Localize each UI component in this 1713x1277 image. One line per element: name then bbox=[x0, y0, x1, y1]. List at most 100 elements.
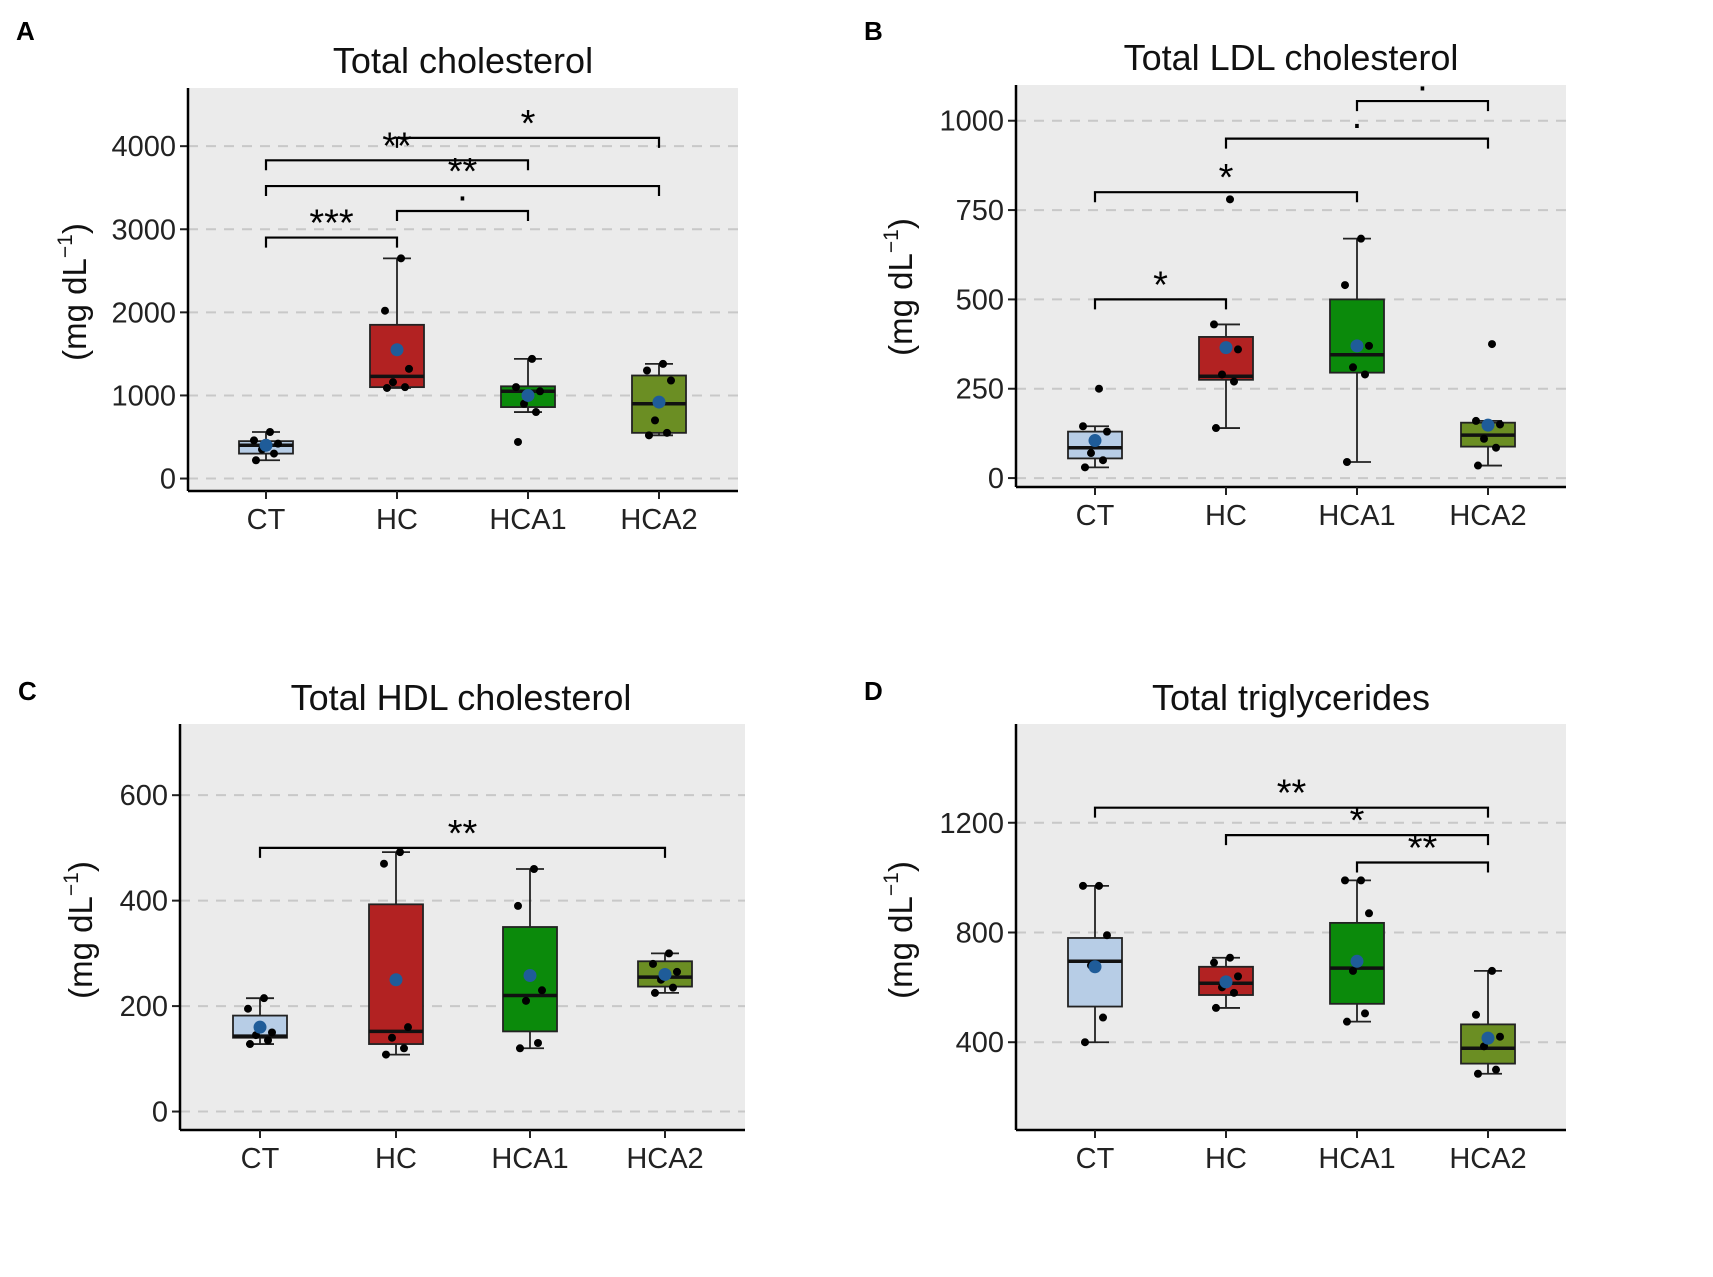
data-point bbox=[530, 865, 538, 873]
data-point bbox=[534, 1039, 542, 1047]
significance-bracket bbox=[264, 236, 399, 248]
significance-label: * bbox=[1350, 800, 1365, 842]
significance-bracket bbox=[1224, 834, 1490, 846]
panel-d-total-triglycerides: D Total triglycerides (mg dL−1) 400 800 12… bbox=[856, 640, 1713, 1277]
data-point bbox=[1361, 370, 1369, 379]
data-point bbox=[1343, 1017, 1351, 1026]
data-point bbox=[383, 383, 391, 392]
data-point bbox=[1210, 320, 1218, 329]
data-point bbox=[532, 408, 540, 417]
significance-bracket bbox=[395, 209, 530, 221]
mean-point bbox=[521, 388, 535, 402]
data-point bbox=[1234, 972, 1242, 981]
significance-label: ** bbox=[1408, 828, 1438, 870]
significance-bracket bbox=[1224, 137, 1490, 149]
data-point bbox=[1472, 1010, 1480, 1019]
chart-total-triglycerides: D Total triglycerides (mg dL−1) 400 800 12… bbox=[864, 676, 1566, 1175]
data-point bbox=[1095, 881, 1103, 890]
mean-point bbox=[658, 967, 672, 981]
data-point bbox=[1365, 909, 1373, 918]
significance-label: · bbox=[1351, 104, 1364, 146]
mean-point bbox=[390, 343, 404, 357]
data-point bbox=[380, 859, 388, 868]
x-tick-label-hca2: HCA2 bbox=[626, 1143, 703, 1175]
chart-total-cholesterol: A Total cholesterol (mg dL−1) 0 1000 2000 3… bbox=[16, 16, 738, 536]
data-point bbox=[1343, 457, 1351, 466]
chart-total-ldl-cholesterol: B Total LDL cholesterol (mg dL−1) 0 250 50… bbox=[864, 16, 1566, 532]
data-point bbox=[1341, 876, 1349, 885]
x-tick-label-hca2: HCA2 bbox=[620, 504, 697, 536]
mean-point bbox=[1088, 434, 1102, 448]
data-point bbox=[1488, 340, 1496, 349]
data-point bbox=[1357, 876, 1365, 885]
data-point bbox=[400, 1044, 408, 1053]
data-point bbox=[382, 1050, 390, 1059]
significance-bracket bbox=[1355, 861, 1490, 873]
y-tick-label: 1000 bbox=[111, 380, 176, 412]
y-tick-label: 500 bbox=[956, 284, 1004, 316]
panel-b-total-ldl-cholesterol: B Total LDL cholesterol (mg dL−1) 0 250 50… bbox=[856, 0, 1713, 640]
data-point bbox=[663, 428, 671, 437]
y-tick-label: 800 bbox=[956, 917, 1004, 949]
mean-point bbox=[1350, 954, 1364, 968]
data-point bbox=[396, 848, 404, 857]
data-point bbox=[266, 428, 274, 437]
y-tick-label: 400 bbox=[956, 1027, 1004, 1059]
data-point bbox=[514, 437, 522, 446]
mean-point bbox=[389, 973, 403, 987]
mean-point bbox=[1219, 341, 1233, 355]
data-point bbox=[268, 1028, 276, 1037]
y-tick-label: 1000 bbox=[939, 106, 1004, 138]
data-point bbox=[665, 949, 673, 958]
mean-point bbox=[1350, 339, 1364, 353]
data-point bbox=[1099, 1013, 1107, 1022]
significance-bracket bbox=[264, 184, 661, 197]
data-point bbox=[1218, 370, 1226, 379]
data-point bbox=[1079, 422, 1087, 431]
chart-title: Total HDL cholesterol bbox=[291, 677, 632, 718]
data-point bbox=[1365, 341, 1373, 350]
data-point bbox=[1349, 363, 1357, 372]
data-point bbox=[514, 901, 522, 910]
data-point bbox=[250, 436, 258, 445]
data-point bbox=[522, 996, 530, 1005]
x-tick-label-hca1: HCA1 bbox=[491, 1143, 568, 1175]
y-tick-label: 0 bbox=[160, 464, 176, 496]
data-point bbox=[1103, 931, 1111, 940]
significance-label: *** bbox=[309, 203, 354, 245]
data-point bbox=[1361, 1009, 1369, 1018]
y-axis-label: (mg dL−1) bbox=[60, 861, 99, 999]
data-point bbox=[405, 364, 413, 373]
x-tick-label-hca1: HCA1 bbox=[1318, 500, 1395, 532]
panel-label: D bbox=[864, 676, 883, 706]
box-hca1 bbox=[1329, 298, 1385, 374]
data-point bbox=[1212, 424, 1220, 433]
data-point bbox=[1081, 463, 1089, 472]
x-tick-label-hca1: HCA1 bbox=[489, 504, 566, 536]
x-tick-label-hca1: HCA1 bbox=[1318, 1143, 1395, 1175]
data-point bbox=[1472, 416, 1480, 425]
data-point bbox=[1357, 234, 1365, 243]
data-point bbox=[1480, 434, 1488, 443]
mean-point bbox=[1481, 418, 1495, 432]
plot-area: 0 250 500 750 1000 CT HC HCA1 HCA2 · · * * bbox=[939, 66, 1566, 532]
data-point bbox=[404, 1023, 412, 1032]
data-point bbox=[1492, 443, 1500, 452]
data-point bbox=[1496, 1032, 1504, 1041]
panel-label: B bbox=[864, 16, 883, 46]
significance-label: ** bbox=[448, 151, 478, 193]
data-point bbox=[244, 1004, 252, 1013]
data-point bbox=[264, 1036, 272, 1045]
y-tick-label: 1200 bbox=[939, 808, 1004, 840]
data-point bbox=[1234, 345, 1242, 354]
x-tick-label-ct: CT bbox=[241, 1143, 280, 1175]
x-tick-label-hc: HC bbox=[1205, 1143, 1247, 1175]
chart-title: Total LDL cholesterol bbox=[1124, 37, 1459, 78]
mean-point bbox=[253, 1020, 267, 1034]
y-tick-label: 600 bbox=[120, 780, 168, 812]
data-point bbox=[1480, 1042, 1488, 1051]
data-point bbox=[1474, 461, 1482, 470]
data-point bbox=[252, 456, 260, 465]
